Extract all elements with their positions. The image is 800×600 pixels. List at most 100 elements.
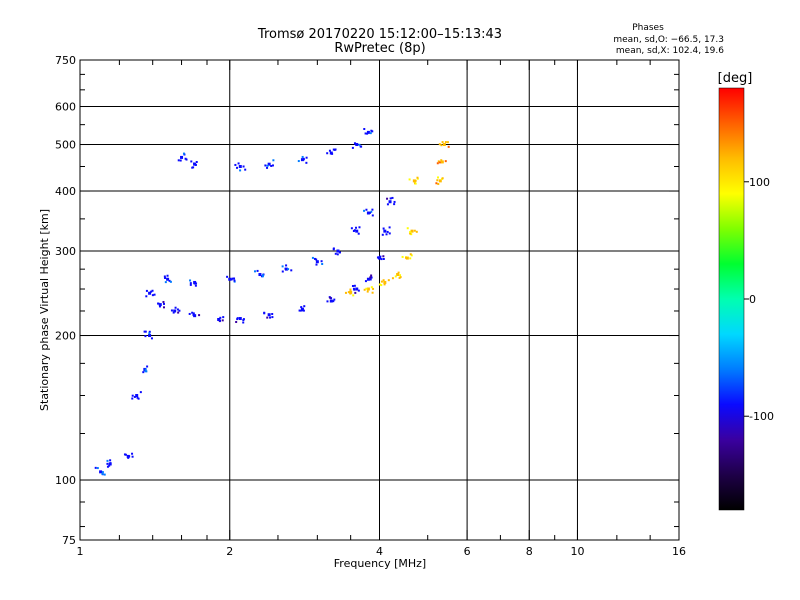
echo-point: [168, 279, 171, 282]
echo-point: [96, 467, 99, 470]
echo-point: [178, 309, 181, 312]
y-tick-label: 200: [55, 330, 76, 343]
echo-point: [290, 269, 293, 272]
echo-point: [371, 291, 374, 294]
echo-point: [151, 289, 154, 292]
echo-point: [386, 230, 389, 233]
echo-point: [305, 156, 308, 159]
echo-point: [244, 168, 247, 171]
echo-point: [299, 309, 302, 312]
echo-point: [364, 132, 367, 135]
echo-point: [271, 164, 274, 167]
echo-point: [233, 277, 236, 280]
echo-point: [353, 284, 356, 287]
echo-point: [188, 312, 191, 315]
echo-point: [438, 143, 441, 146]
echo-point: [440, 144, 443, 147]
echo-point: [435, 182, 438, 185]
echo-point: [300, 306, 303, 309]
echo-point: [106, 465, 109, 468]
echo-point: [106, 462, 109, 465]
echo-point: [94, 466, 97, 469]
echo-point: [236, 317, 239, 320]
echo-point: [391, 196, 394, 199]
echo-point: [368, 211, 371, 214]
echo-point: [315, 260, 319, 264]
chart-title: Tromsø 20170220 15:12:00–15:13:43: [257, 27, 502, 42]
echo-point: [124, 453, 127, 456]
echo-point: [382, 255, 385, 258]
echo-point: [272, 159, 275, 162]
echo-point: [127, 456, 130, 459]
echo-point: [109, 462, 112, 465]
echo-point: [145, 289, 148, 292]
echo-point: [169, 280, 172, 283]
echo-point: [413, 229, 416, 232]
echo-point: [355, 229, 359, 233]
echo-point: [221, 319, 224, 322]
echo-point: [133, 395, 136, 398]
y-axis-label: Stationary phase Virtual Height [km]: [38, 209, 51, 411]
echo-point: [329, 299, 333, 303]
echo-point: [218, 318, 221, 321]
echo-point: [383, 280, 387, 284]
echo-point: [177, 311, 180, 314]
echo-point: [355, 143, 359, 147]
echo-point: [436, 162, 439, 165]
echo-point: [331, 152, 334, 155]
echo-point: [238, 164, 242, 168]
echo-point: [144, 335, 147, 338]
echo-point: [269, 316, 272, 319]
echo-point: [137, 397, 140, 400]
echo-point: [164, 281, 167, 284]
echo-point: [101, 471, 104, 474]
echo-point: [437, 176, 440, 179]
echo-point: [366, 132, 369, 135]
echo-point: [333, 298, 336, 301]
x-tick-label: 8: [526, 545, 533, 558]
echo-point: [103, 473, 106, 476]
echo-point: [281, 270, 284, 273]
x-tick-label: 10: [570, 545, 584, 558]
echo-point: [409, 232, 412, 235]
echo-point: [363, 128, 366, 131]
colorbar-tick-label: -100: [749, 410, 774, 423]
echo-point: [355, 226, 358, 229]
echo-point: [145, 370, 148, 373]
echo-point: [379, 255, 382, 258]
echo-point: [238, 317, 242, 321]
echo-point: [363, 288, 366, 291]
echo-point: [192, 313, 195, 316]
echo-point: [242, 165, 245, 168]
echo-point: [143, 330, 146, 333]
echo-point: [352, 294, 355, 297]
echo-point: [386, 197, 389, 200]
echo-point: [410, 229, 414, 233]
echo-point: [369, 132, 372, 135]
echo-point: [242, 321, 245, 324]
echo-point: [444, 160, 447, 163]
echo-point: [150, 290, 153, 293]
echo-point: [444, 141, 447, 144]
echo-point: [236, 166, 239, 169]
echo-point: [358, 226, 361, 229]
echo-point: [189, 283, 192, 286]
echo-point: [401, 255, 404, 258]
echo-point: [349, 292, 352, 295]
echo-point: [354, 291, 357, 294]
echo-point: [393, 203, 396, 206]
echo-point: [328, 149, 331, 152]
echo-point: [355, 287, 359, 291]
echo-point: [410, 254, 413, 257]
echo-point: [399, 276, 402, 279]
echo-point: [382, 227, 385, 230]
phases-title: Phases: [632, 23, 664, 33]
echo-point: [185, 158, 188, 161]
echo-point: [222, 316, 225, 319]
x-axis-label: Frequency [MHz]: [334, 557, 426, 570]
colorbar-ticks: 100 0 -100: [744, 176, 774, 423]
x-tick-label: 6: [464, 545, 471, 558]
echo-point: [396, 273, 400, 277]
y-tick-label: 75: [62, 534, 76, 547]
x-tick-label: 1: [77, 545, 84, 558]
